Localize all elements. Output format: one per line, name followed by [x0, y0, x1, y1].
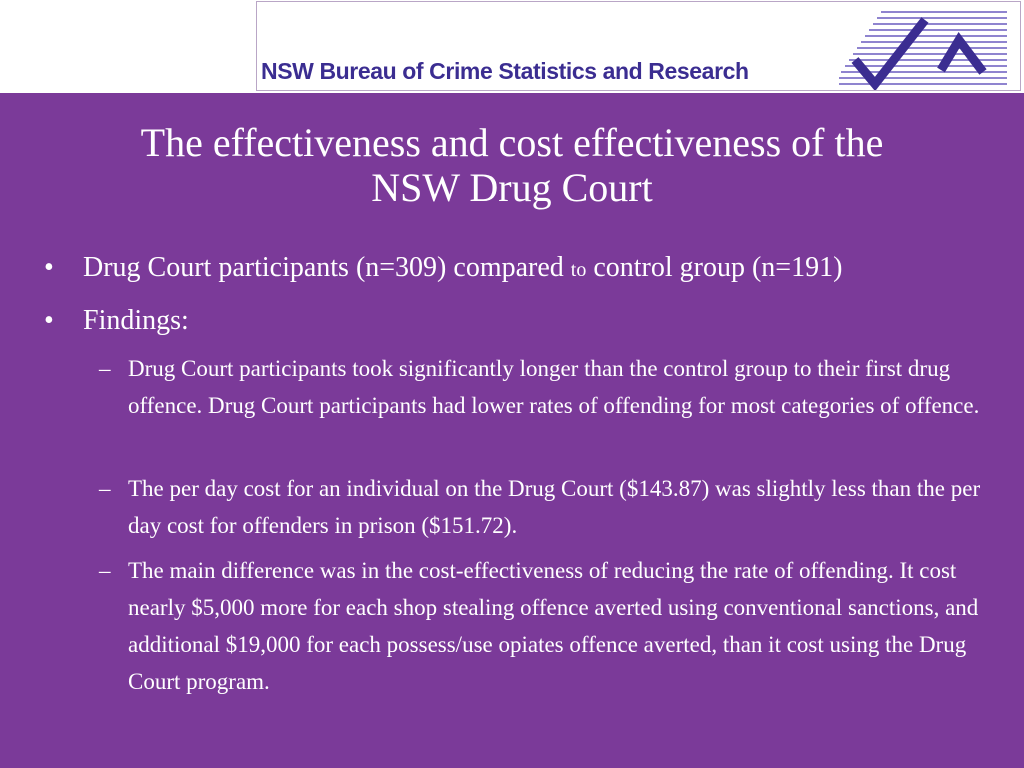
slide-title-line-2: NSW Drug Court	[371, 165, 653, 210]
header-banner: NSW Bureau of Crime Statistics and Resea…	[256, 1, 1021, 91]
sub-bullet-text: The per day cost for an individual on th…	[128, 476, 981, 538]
sub-bullet-marker: –	[99, 558, 111, 583]
sub-bullet-marker: –	[99, 356, 111, 381]
bullet-text-small: to	[570, 259, 587, 281]
slide-title-line-1: The effectiveness and cost effectiveness…	[140, 120, 884, 165]
bullet-text: Findings:	[83, 305, 189, 336]
sub-bullet-marker: –	[99, 476, 111, 501]
sub-bullet-text: Drug Court participants took significant…	[128, 356, 980, 418]
bullet-marker: •	[44, 305, 54, 336]
sub-bullet-cost: – The per day cost for an individual on …	[99, 470, 1004, 544]
bullet-marker: •	[44, 252, 54, 283]
bocsar-logo-icon	[839, 11, 1007, 90]
bullet-text-part: Drug Court participants (n=309) compared	[83, 252, 571, 283]
sub-bullet-text: The main difference was in the cost-effe…	[128, 558, 979, 694]
bullet-text-part: control group (n=191)	[586, 252, 843, 283]
slide-title: The effectiveness and cost effectiveness…	[40, 120, 984, 210]
sub-bullet-cost-effectiveness: – The main difference was in the cost-ef…	[99, 552, 1004, 700]
sub-bullet-offending: – Drug Court participants took significa…	[99, 350, 1004, 424]
header-band: NSW Bureau of Crime Statistics and Resea…	[0, 0, 1024, 93]
organization-name: NSW Bureau of Crime Statistics and Resea…	[261, 58, 749, 84]
bullet-text: Drug Court participants (n=309) compared…	[83, 252, 842, 286]
